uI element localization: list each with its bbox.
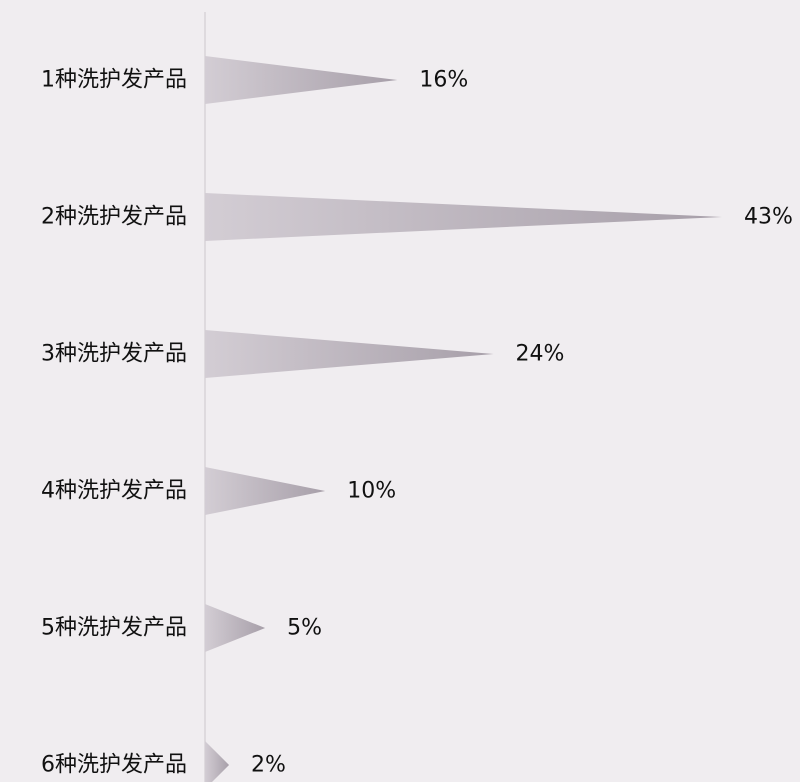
triangle-bar (205, 56, 398, 104)
category-label: 1种洗护发产品 (41, 68, 187, 93)
value-label: 10% (347, 479, 396, 504)
triangle-bar (205, 741, 230, 782)
value-label: 5% (287, 616, 322, 641)
category-label: 2种洗护发产品 (41, 205, 187, 230)
value-label: 16% (419, 68, 468, 93)
triangle-bar (205, 330, 494, 378)
triangle-bar (205, 193, 722, 241)
value-label: 43% (744, 205, 793, 230)
triangle-bar (205, 467, 326, 515)
triangle-bar (205, 604, 266, 652)
value-label: 2% (251, 753, 286, 778)
value-label: 24% (516, 342, 565, 367)
category-label: 6种洗护发产品 (41, 753, 187, 778)
category-label: 4种洗护发产品 (41, 479, 187, 504)
category-label: 5种洗护发产品 (41, 616, 187, 641)
category-label: 3种洗护发产品 (41, 342, 187, 367)
